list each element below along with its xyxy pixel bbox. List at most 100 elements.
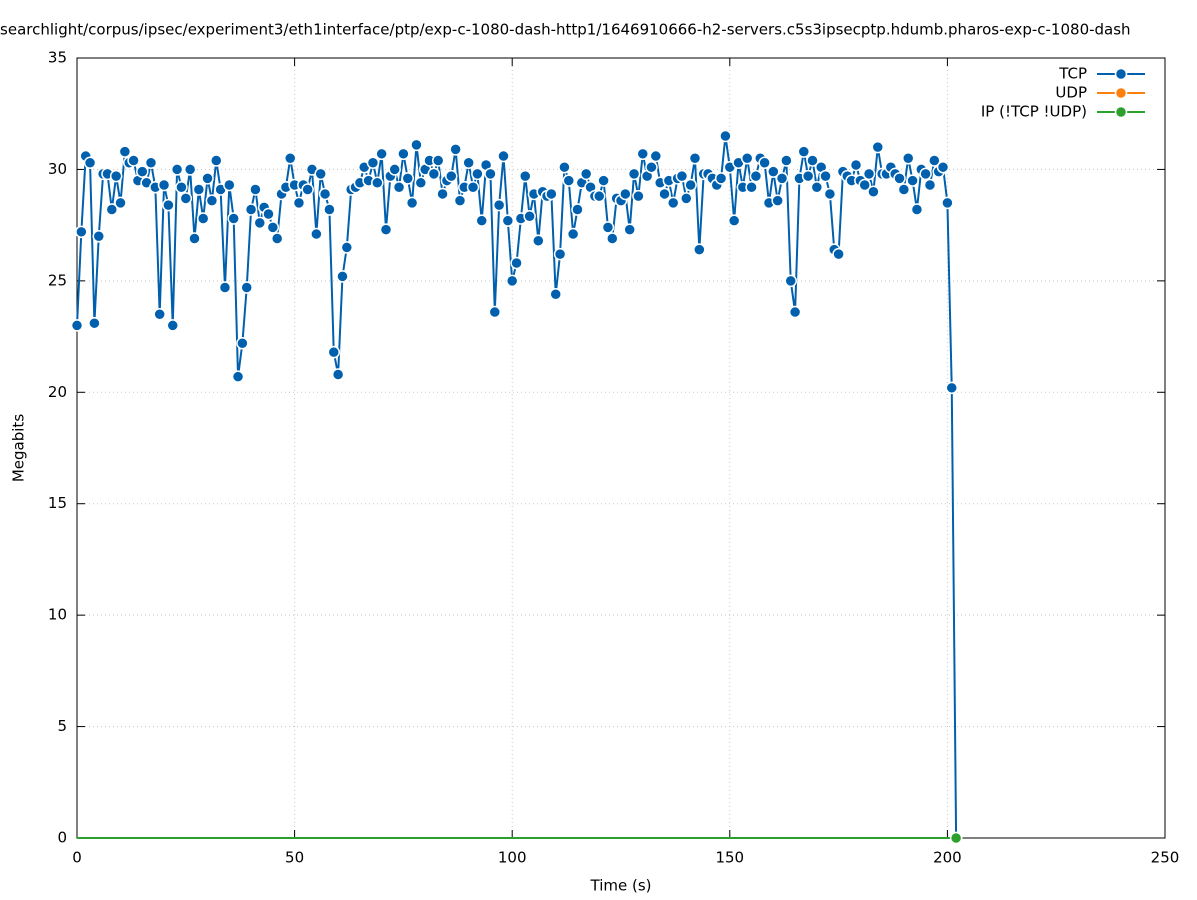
data-point	[240, 281, 253, 294]
y-tick-label: 15	[48, 494, 67, 512]
y-tick-label: 30	[48, 160, 67, 178]
chart-title: /searchlight/corpus/ipsec/experiment3/et…	[0, 21, 1131, 39]
data-point	[231, 370, 245, 383]
data-point	[301, 183, 314, 196]
data-point	[484, 167, 497, 181]
data-point	[549, 287, 562, 301]
data-point	[314, 167, 327, 181]
data-point	[597, 174, 610, 187]
data-point	[784, 274, 797, 288]
data-point	[553, 247, 567, 261]
data-point	[719, 129, 732, 143]
data-point	[471, 167, 484, 181]
data-point	[453, 194, 467, 207]
data-point	[114, 196, 127, 210]
y-tick-label: 5	[57, 717, 67, 735]
data-point	[627, 167, 641, 181]
data-point	[427, 167, 441, 181]
data-point	[910, 203, 924, 216]
data-point	[675, 169, 689, 183]
data-point	[179, 192, 193, 205]
data-point	[401, 172, 415, 185]
data-point	[379, 223, 393, 236]
data-point	[571, 203, 584, 216]
data-point	[431, 154, 445, 167]
data-point	[780, 154, 793, 167]
data-point	[253, 216, 267, 230]
data-point	[501, 214, 515, 227]
data-point	[144, 156, 158, 169]
data-point	[336, 270, 349, 283]
data-point	[749, 169, 763, 183]
data-point	[323, 203, 336, 216]
data-point	[310, 227, 323, 241]
data-point	[592, 189, 606, 203]
data-point	[714, 172, 728, 185]
data-point	[262, 207, 275, 221]
x-tick-label: 200	[933, 849, 962, 867]
data-point	[205, 194, 219, 207]
data-point	[170, 163, 184, 176]
data-point	[562, 174, 576, 187]
data-point	[740, 152, 754, 165]
data-point	[227, 212, 240, 225]
plot-border	[76, 57, 1166, 839]
y-tick-label: 35	[48, 49, 67, 67]
data-point	[801, 169, 815, 183]
data-point	[858, 178, 871, 192]
data-point	[523, 209, 536, 223]
data-point	[462, 156, 475, 169]
data-point	[127, 154, 140, 167]
x-tick-label: 150	[715, 849, 744, 867]
data-point	[928, 154, 941, 167]
data-point	[388, 163, 401, 176]
data-point	[371, 176, 384, 190]
data-point	[623, 223, 636, 236]
data-point	[658, 187, 671, 201]
data-point	[118, 145, 132, 158]
data-point	[157, 178, 171, 192]
data-point	[810, 181, 824, 194]
data-point	[175, 181, 188, 194]
data-point	[210, 154, 223, 167]
data-point	[649, 149, 663, 163]
x-axis-label: Time (s)	[590, 877, 652, 895]
data-point	[88, 316, 101, 330]
data-point	[519, 169, 532, 183]
data-point	[797, 145, 811, 158]
y-tick-label: 20	[48, 383, 67, 401]
data-point	[318, 187, 332, 201]
data-point	[497, 149, 510, 163]
data-point	[292, 196, 306, 210]
data-point	[906, 174, 919, 187]
data-point	[758, 156, 771, 169]
data-point	[901, 152, 915, 165]
legend-label: UDP	[1055, 84, 1087, 102]
data-point	[579, 167, 593, 181]
data-point	[919, 167, 932, 181]
data-point	[475, 214, 488, 227]
data-point	[941, 196, 954, 210]
data-point	[249, 183, 262, 196]
data-point	[945, 381, 959, 395]
data-point	[684, 178, 697, 192]
data-point	[266, 221, 280, 234]
data-point	[223, 178, 236, 192]
data-point	[788, 305, 802, 319]
series-line	[76, 135, 958, 839]
data-point	[192, 183, 206, 196]
data-point	[436, 187, 449, 201]
data-point	[636, 147, 650, 161]
data-point	[105, 203, 119, 216]
data-point	[619, 187, 632, 201]
data-point	[340, 241, 354, 254]
y-tick-label: 10	[48, 606, 67, 624]
data-point	[566, 227, 580, 241]
data-point	[936, 160, 950, 174]
y-axis-label: Megabits	[10, 414, 28, 482]
data-point	[823, 187, 837, 201]
data-point	[183, 163, 197, 176]
x-tick-label: 50	[285, 849, 304, 867]
data-point	[510, 256, 523, 270]
